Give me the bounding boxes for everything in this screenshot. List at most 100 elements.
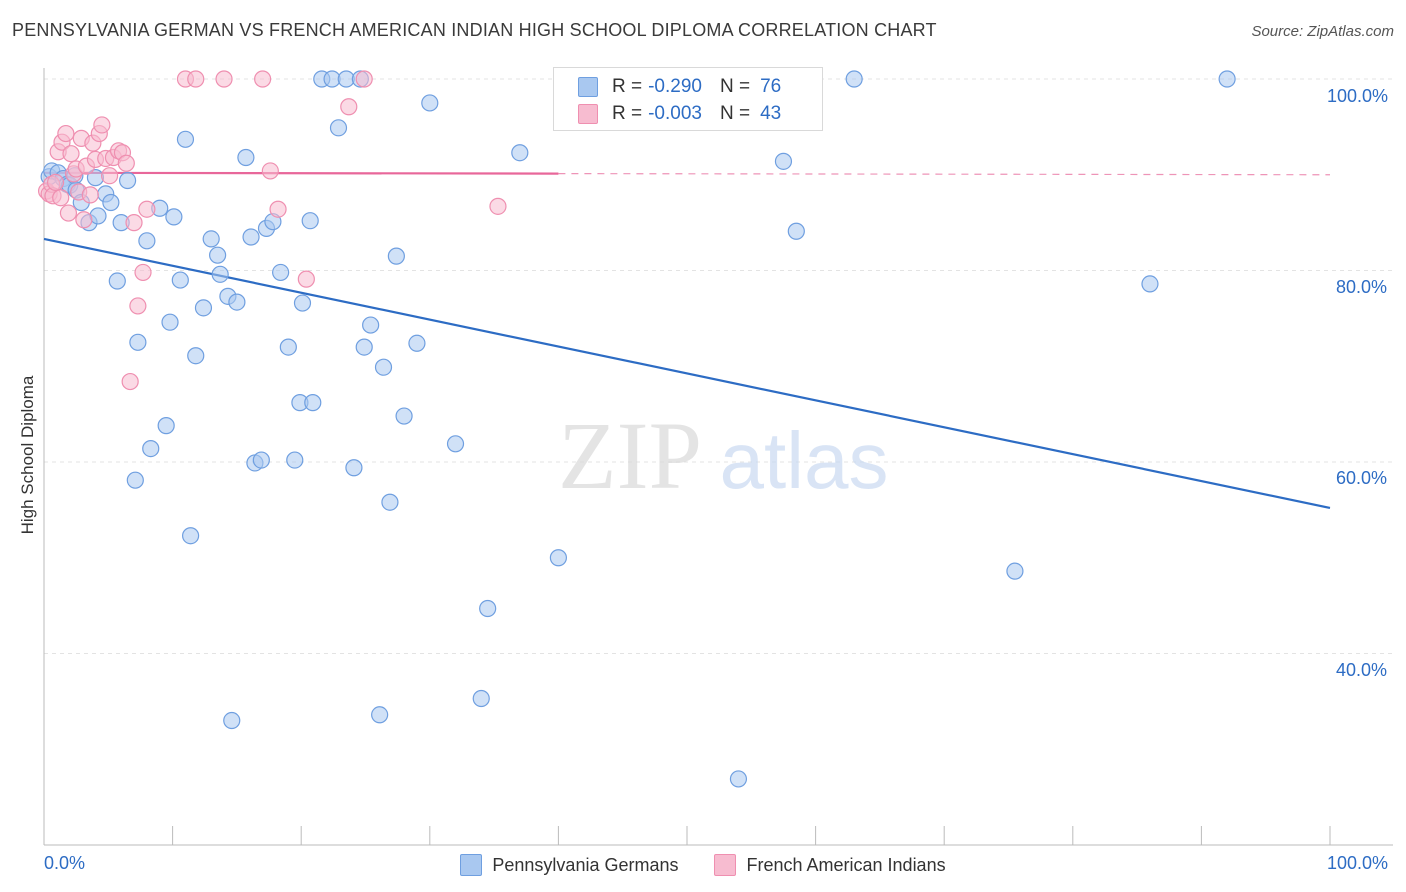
trend-line-french-american-indian (43, 171, 559, 175)
point-pennsylvania-german (187, 347, 205, 365)
point-french-american-indian (134, 263, 152, 282)
legend-swatch-blue (460, 854, 483, 876)
point-french-american-indian (187, 70, 205, 88)
point-pennsylvania-german (237, 148, 255, 167)
watermark-atlas: atlas (720, 416, 889, 505)
point-pennsylvania-german (387, 247, 405, 265)
point-pennsylvania-german (729, 770, 748, 788)
stats-box: R = -0.290 N = 76 R = -0.003 N = 43 (553, 67, 823, 131)
legend: Pennsylvania Germans French American Ind… (0, 852, 1406, 878)
point-french-american-indian (489, 197, 507, 215)
point-pennsylvania-german (161, 313, 179, 331)
stats-n-label: N = (719, 76, 751, 97)
point-pennsylvania-german (1006, 562, 1024, 580)
point-pennsylvania-german (194, 299, 213, 317)
y-tick-label-100: 100.0% (1327, 86, 1389, 106)
point-pennsylvania-german (211, 265, 229, 283)
point-pennsylvania-german (142, 439, 160, 458)
point-french-american-indian (93, 116, 111, 134)
trend-line-pennsylvania-german (43, 237, 1331, 510)
point-french-american-indian (57, 124, 75, 143)
point-french-american-indian (138, 200, 156, 218)
point-pennsylvania-german (242, 228, 260, 246)
legend-label: French American Indians (746, 854, 946, 875)
point-french-american-indian (46, 173, 65, 192)
chart-source: Source: ZipAtlas.com (1251, 23, 1394, 40)
point-pennsylvania-german (129, 333, 147, 351)
point-pennsylvania-german (126, 471, 144, 489)
point-french-american-indian (62, 145, 80, 163)
point-french-american-indian (52, 189, 70, 207)
point-pennsylvania-german (108, 272, 126, 290)
point-french-american-indian (254, 70, 272, 88)
y-tick-label-60: 60.0% (1336, 468, 1388, 488)
point-pennsylvania-german (252, 451, 270, 469)
point-pennsylvania-german (787, 222, 805, 240)
point-pennsylvania-german (329, 119, 348, 137)
legend-swatch-pink (714, 854, 737, 876)
legend-item-french[interactable]: French American Indians (714, 854, 946, 876)
point-pennsylvania-german (1218, 70, 1236, 88)
chart-title: PENNSYLVANIA GERMAN VS FRENCH AMERICAN I… (12, 20, 937, 40)
point-pennsylvania-german (362, 316, 380, 334)
point-pennsylvania-german (381, 493, 399, 511)
point-pennsylvania-german (171, 271, 189, 289)
x-tick-label-right: 100.0% (1327, 853, 1389, 873)
stats-n-label: N = (719, 103, 751, 124)
point-french-american-indian (100, 167, 119, 185)
point-french-american-indian (125, 214, 143, 232)
point-pennsylvania-german (209, 246, 227, 264)
point-french-american-indian (129, 297, 147, 315)
point-pennsylvania-german (845, 70, 863, 88)
point-french-american-indian (121, 372, 139, 391)
point-pennsylvania-german (228, 293, 246, 311)
point-pennsylvania-german (511, 144, 529, 162)
y-tick-label-80: 80.0% (1336, 277, 1388, 297)
point-french-american-indian (59, 204, 78, 222)
point-french-american-indian (269, 200, 287, 218)
point-french-american-indian (75, 211, 93, 229)
watermark-zip: ZIP (558, 402, 702, 509)
point-pennsylvania-german (102, 193, 120, 212)
point-pennsylvania-german (421, 94, 439, 112)
stats-swatch-pink (578, 104, 598, 124)
stats-r-value: -0.003 (648, 103, 702, 124)
point-pennsylvania-german (223, 711, 241, 730)
stats-n-value: 76 (760, 76, 782, 97)
point-pennsylvania-german (304, 394, 322, 412)
point-pennsylvania-german (774, 152, 793, 170)
point-pennsylvania-german (374, 358, 393, 376)
point-pennsylvania-german (408, 334, 426, 352)
point-french-american-indian (117, 154, 135, 172)
stats-r-value: -0.290 (648, 76, 702, 97)
x-tick-label-left: 0.0% (44, 853, 86, 873)
point-pennsylvania-german (549, 549, 568, 567)
stats-row-french: R = -0.003 N = 43 (554, 100, 781, 128)
point-pennsylvania-german (182, 527, 200, 545)
point-pennsylvania-german (446, 435, 465, 453)
point-pennsylvania-german (301, 212, 319, 230)
point-pennsylvania-german (472, 689, 490, 708)
y-tick-label-40: 40.0% (1336, 660, 1388, 680)
stats-row-pennsylvania: R = -0.290 N = 76 (554, 73, 781, 101)
point-pennsylvania-german (272, 263, 290, 282)
point-french-american-indian (340, 98, 358, 116)
point-pennsylvania-german (176, 130, 195, 148)
legend-label: Pennsylvania Germans (492, 854, 679, 875)
point-pennsylvania-german (157, 417, 175, 435)
point-pennsylvania-german (345, 459, 363, 477)
point-french-american-indian (81, 186, 99, 204)
point-pennsylvania-german (371, 706, 389, 724)
legend-item-pennsylvania[interactable]: Pennsylvania Germans (460, 854, 678, 876)
point-pennsylvania-german (165, 208, 183, 226)
point-french-american-indian (355, 70, 373, 88)
point-pennsylvania-german (279, 338, 297, 356)
point-pennsylvania-german (89, 207, 107, 225)
point-pennsylvania-german (118, 171, 137, 190)
point-pennsylvania-german (355, 338, 373, 356)
point-pennsylvania-german (138, 232, 156, 250)
point-pennsylvania-german (202, 230, 220, 248)
point-french-american-indian (215, 70, 233, 88)
data-points (37, 70, 1236, 788)
